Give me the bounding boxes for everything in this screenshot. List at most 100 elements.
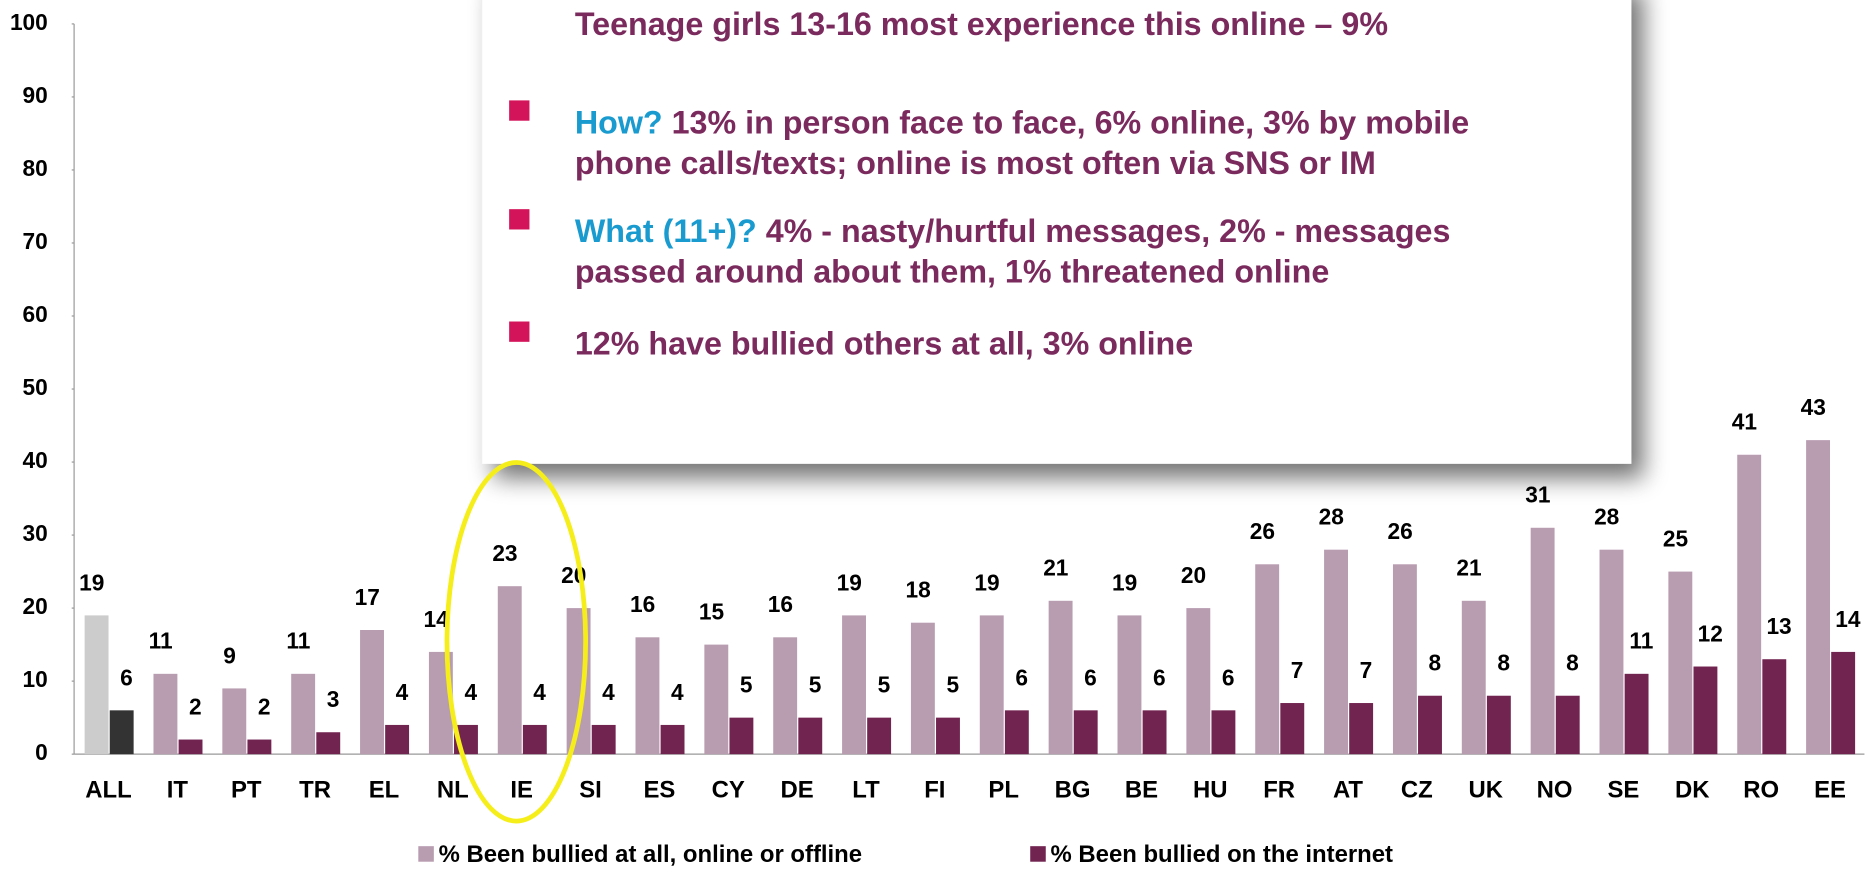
data-label: 41: [1732, 409, 1757, 435]
bar: [1349, 703, 1374, 755]
bar: [910, 622, 935, 755]
legend-swatch: [1030, 846, 1046, 862]
bar: [385, 724, 410, 755]
legend: % Been bullied at all, online or offline…: [418, 841, 1393, 868]
bar: [660, 724, 685, 755]
callout-heading: Teenage girls 13-16 most experience this…: [575, 6, 1388, 42]
bar: [291, 673, 316, 755]
data-label: 5: [809, 672, 822, 698]
data-label: 15: [699, 599, 724, 625]
bar: [773, 637, 798, 755]
bar: [1048, 600, 1073, 755]
data-label: 25: [1663, 526, 1688, 552]
callout-text: 12% have bullied others at all, 3% onlin…: [575, 325, 1193, 361]
highlight-ellipse: [444, 460, 589, 824]
data-label: 2: [189, 693, 202, 719]
data-label: 6: [1222, 664, 1235, 690]
callout-line: passed around about them, 1% threatened …: [575, 253, 1329, 289]
legend-label: % Been bullied at all, online or offline: [439, 841, 862, 868]
bar: [1831, 651, 1856, 755]
x-tick-label: DE: [781, 777, 814, 804]
y-tick-label: 80: [23, 155, 48, 181]
x-tick-label: SE: [1607, 777, 1639, 804]
bar: [979, 615, 1004, 755]
bar: [1142, 710, 1167, 755]
data-label: 23: [492, 540, 517, 566]
bar: [867, 717, 892, 755]
data-label: 28: [1594, 504, 1619, 530]
data-label: 4: [602, 679, 615, 705]
plot: 0 10 20 30 40 50 60 70 80 90 100 ALL 19 6 IT 11 2 PT 92 TR 1…: [10, 9, 1865, 804]
bar: [1693, 666, 1718, 755]
legend-swatch: [418, 846, 434, 862]
bar: [1762, 659, 1787, 755]
x-tick-label: RO: [1743, 777, 1779, 804]
data-label: 11: [286, 628, 310, 654]
x-tick-label: SI: [579, 777, 602, 804]
x-tick-label: BG: [1055, 777, 1091, 804]
data-label: 4: [671, 679, 684, 705]
legend-label: % Been bullied on the internet: [1051, 841, 1394, 868]
x-tick-label: DK: [1675, 777, 1710, 804]
y-tick-label: 40: [23, 447, 48, 473]
data-label: 26: [1387, 518, 1412, 544]
x-tick-label: HU: [1193, 777, 1228, 804]
callout-text: passed around about them, 1% threatened …: [575, 253, 1329, 289]
bar: [842, 615, 866, 755]
bar: [178, 739, 203, 755]
x-tick-label: IT: [167, 777, 189, 804]
x-tick-label: FR: [1263, 777, 1295, 804]
bar: [591, 724, 616, 755]
bar: [729, 717, 754, 755]
data-label: 11: [149, 628, 173, 654]
callout-box: [481, 0, 1632, 464]
x-tick-label: UK: [1468, 777, 1503, 804]
callout-line: phone calls/texts; online is most often …: [575, 144, 1376, 180]
bar: [1073, 710, 1098, 755]
bar: [1599, 549, 1624, 755]
callout-text: phone calls/texts; online is most often …: [575, 144, 1376, 180]
data-label: 12: [1698, 620, 1723, 646]
data-label: 6: [1015, 664, 1028, 690]
callout-lead: How?: [575, 104, 663, 140]
data-label: 2: [258, 693, 271, 719]
data-label: 20: [1181, 562, 1206, 588]
data-label: 16: [630, 591, 655, 617]
callout-line: What (11+)? 4% - nasty/hurtful messages,…: [575, 213, 1451, 249]
bullet: [509, 209, 530, 230]
data-label: 8: [1497, 650, 1510, 676]
bar: [522, 724, 547, 755]
data-label: 8: [1566, 650, 1579, 676]
bar: [153, 673, 178, 755]
data-label: 26: [1250, 518, 1275, 544]
data-label: 6: [120, 664, 133, 690]
bar: [1555, 695, 1580, 755]
x-tick-label: NO: [1537, 777, 1573, 804]
bar: [1461, 600, 1486, 755]
bar: [1004, 710, 1029, 755]
data-label: 7: [1291, 657, 1304, 683]
data-label: 14: [1835, 606, 1861, 632]
x-tick-label: PT: [231, 777, 262, 804]
bar: [1392, 564, 1417, 755]
x-tick-label: LT: [852, 777, 880, 804]
data-label: 5: [740, 672, 753, 698]
x-tick-label: EL: [369, 777, 400, 804]
x-tick-label: TR: [299, 777, 331, 804]
x-tick-label: PL: [988, 777, 1019, 804]
callout-text: 13% in person face to face, 6% online, 3…: [672, 104, 1470, 140]
bar: [1806, 440, 1831, 755]
bar: [1117, 615, 1142, 755]
callout-line: 12% have bullied others at all, 3% onlin…: [575, 325, 1193, 361]
data-label: 16: [768, 591, 793, 617]
callout: Teenage girls 13-16 most experience this…: [509, 6, 1469, 361]
y-tick-label: 20: [23, 593, 48, 619]
data-label: 18: [905, 577, 930, 603]
x-tick-label: EE: [1814, 777, 1846, 804]
x-tick-label: FI: [924, 777, 945, 804]
data-label: 6: [1153, 664, 1166, 690]
data-label: 21: [1456, 555, 1481, 581]
callout-text: 4% - nasty/hurtful messages, 2% - messag…: [766, 213, 1451, 249]
data-label: 43: [1801, 394, 1826, 420]
x-tick-label: AT: [1333, 777, 1363, 804]
